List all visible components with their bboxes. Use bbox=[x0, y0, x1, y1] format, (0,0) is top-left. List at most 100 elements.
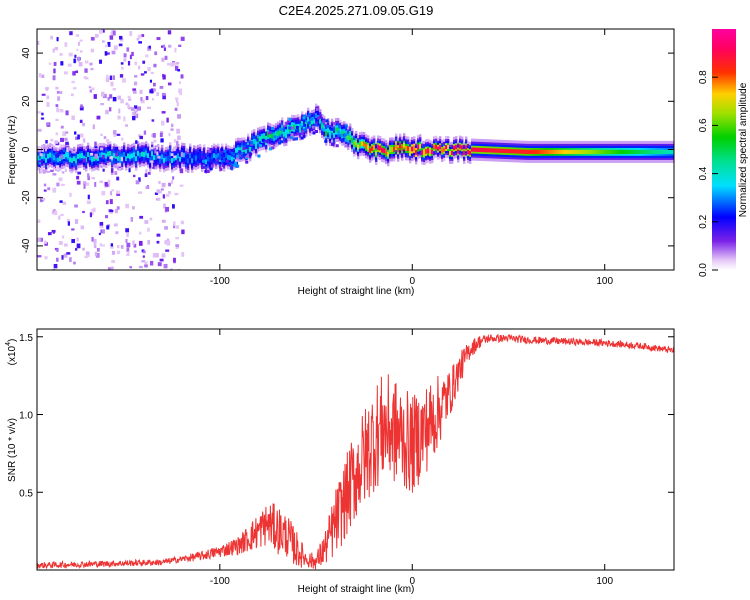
heat-speckle bbox=[164, 226, 168, 230]
heat-speckle bbox=[126, 242, 131, 248]
heat-speckle bbox=[52, 187, 57, 193]
heat-speckle bbox=[153, 63, 157, 68]
heat-speckle bbox=[99, 59, 103, 64]
heat-cell bbox=[651, 149, 654, 155]
heat-cell bbox=[83, 155, 86, 161]
heat-speckle bbox=[113, 130, 117, 135]
heat-cell bbox=[539, 149, 542, 155]
heat-speckle bbox=[217, 156, 221, 160]
heat-cell bbox=[485, 148, 488, 153]
heat-cell bbox=[451, 150, 454, 155]
heat-speckle bbox=[113, 223, 118, 227]
heat-cell bbox=[643, 149, 646, 155]
heat-speckle bbox=[56, 37, 59, 42]
heat-cell bbox=[129, 154, 132, 160]
heat-speckle bbox=[178, 88, 183, 94]
heat-speckle bbox=[110, 245, 114, 249]
heat-speckle bbox=[105, 184, 109, 187]
heat-cell bbox=[195, 155, 198, 161]
heat-speckle bbox=[242, 147, 246, 151]
heat-speckle bbox=[161, 45, 165, 48]
heat-speckle bbox=[322, 120, 326, 124]
heat-speckle bbox=[76, 48, 79, 52]
heat-speckle bbox=[290, 133, 294, 137]
heat-speckle bbox=[105, 200, 109, 205]
heat-speckle bbox=[93, 238, 97, 244]
heat-cell bbox=[365, 143, 368, 149]
heat-speckle bbox=[165, 206, 170, 212]
heat-cell bbox=[375, 150, 378, 156]
heat-speckle bbox=[95, 253, 100, 258]
heat-speckle bbox=[162, 74, 166, 80]
heat-speckle bbox=[181, 251, 185, 257]
heat-speckle bbox=[285, 121, 289, 125]
heat-cell bbox=[293, 124, 296, 130]
heat-speckle bbox=[89, 152, 94, 156]
heat-speckle bbox=[152, 253, 157, 258]
heat-cell bbox=[51, 153, 54, 159]
heat-speckle bbox=[201, 155, 205, 159]
heat-speckle bbox=[236, 164, 240, 168]
heat-speckle bbox=[80, 104, 83, 109]
heat-cell bbox=[269, 132, 272, 138]
heat-cell bbox=[511, 149, 514, 154]
heat-cell bbox=[517, 149, 520, 154]
heat-speckle bbox=[161, 253, 166, 258]
heat-cell bbox=[579, 149, 582, 155]
heat-speckle bbox=[115, 152, 118, 157]
heat-cell bbox=[387, 151, 390, 157]
heat-speckle bbox=[245, 160, 249, 164]
heat-cell bbox=[327, 127, 330, 133]
heat-speckle bbox=[156, 37, 161, 41]
heat-cell bbox=[523, 149, 526, 154]
heat-speckle bbox=[111, 260, 115, 263]
heat-speckle bbox=[74, 54, 77, 58]
heat-speckle bbox=[333, 122, 337, 126]
heat-cell bbox=[341, 131, 344, 137]
heat-cell bbox=[601, 149, 604, 155]
heat-speckle bbox=[101, 229, 105, 234]
heat-cell bbox=[605, 149, 608, 155]
heat-cell bbox=[277, 131, 280, 137]
heat-speckle bbox=[225, 159, 229, 163]
heat-speckle bbox=[77, 41, 81, 46]
heat-speckle bbox=[159, 258, 164, 262]
heat-speckle bbox=[151, 98, 154, 101]
snr-frame bbox=[36, 328, 675, 571]
heat-speckle bbox=[72, 87, 77, 90]
heat-speckle bbox=[152, 133, 156, 138]
heat-speckle bbox=[67, 221, 71, 226]
heat-cell bbox=[187, 158, 190, 164]
heat-speckle bbox=[233, 154, 237, 158]
heat-speckle bbox=[71, 80, 75, 84]
heat-cell bbox=[75, 158, 78, 164]
heat-speckle bbox=[325, 119, 329, 123]
heat-speckle bbox=[46, 95, 50, 100]
spectrogram-xlabel: Height of straight line (km) bbox=[298, 286, 415, 297]
heat-cell bbox=[417, 144, 420, 150]
heat-cell bbox=[405, 145, 408, 151]
colorbar-gradient bbox=[712, 29, 736, 270]
heat-speckle bbox=[173, 62, 177, 66]
heat-speckle bbox=[59, 200, 63, 203]
heat-speckle bbox=[131, 206, 135, 210]
snr-ylabel: SNR (10 * v/v) bbox=[7, 418, 18, 482]
heat-speckle bbox=[344, 144, 348, 148]
heat-speckle bbox=[168, 44, 172, 48]
snr-scale-exponent: 4 bbox=[5, 342, 12, 346]
heat-speckle bbox=[144, 220, 149, 224]
heat-speckle bbox=[112, 75, 115, 81]
heat-cell bbox=[571, 149, 574, 155]
heat-speckle bbox=[156, 151, 159, 156]
heat-cell bbox=[359, 141, 362, 147]
heat-cell bbox=[351, 137, 354, 143]
heat-cell bbox=[109, 150, 112, 156]
spectrogram-ytick-label: 40 bbox=[21, 47, 32, 59]
heat-speckle bbox=[94, 182, 97, 187]
heat-speckle bbox=[180, 152, 184, 157]
heat-speckle bbox=[144, 173, 148, 178]
heat-speckle bbox=[176, 128, 180, 134]
heat-cell bbox=[167, 156, 170, 161]
heat-cell bbox=[377, 144, 380, 150]
heat-speckle bbox=[50, 169, 54, 173]
